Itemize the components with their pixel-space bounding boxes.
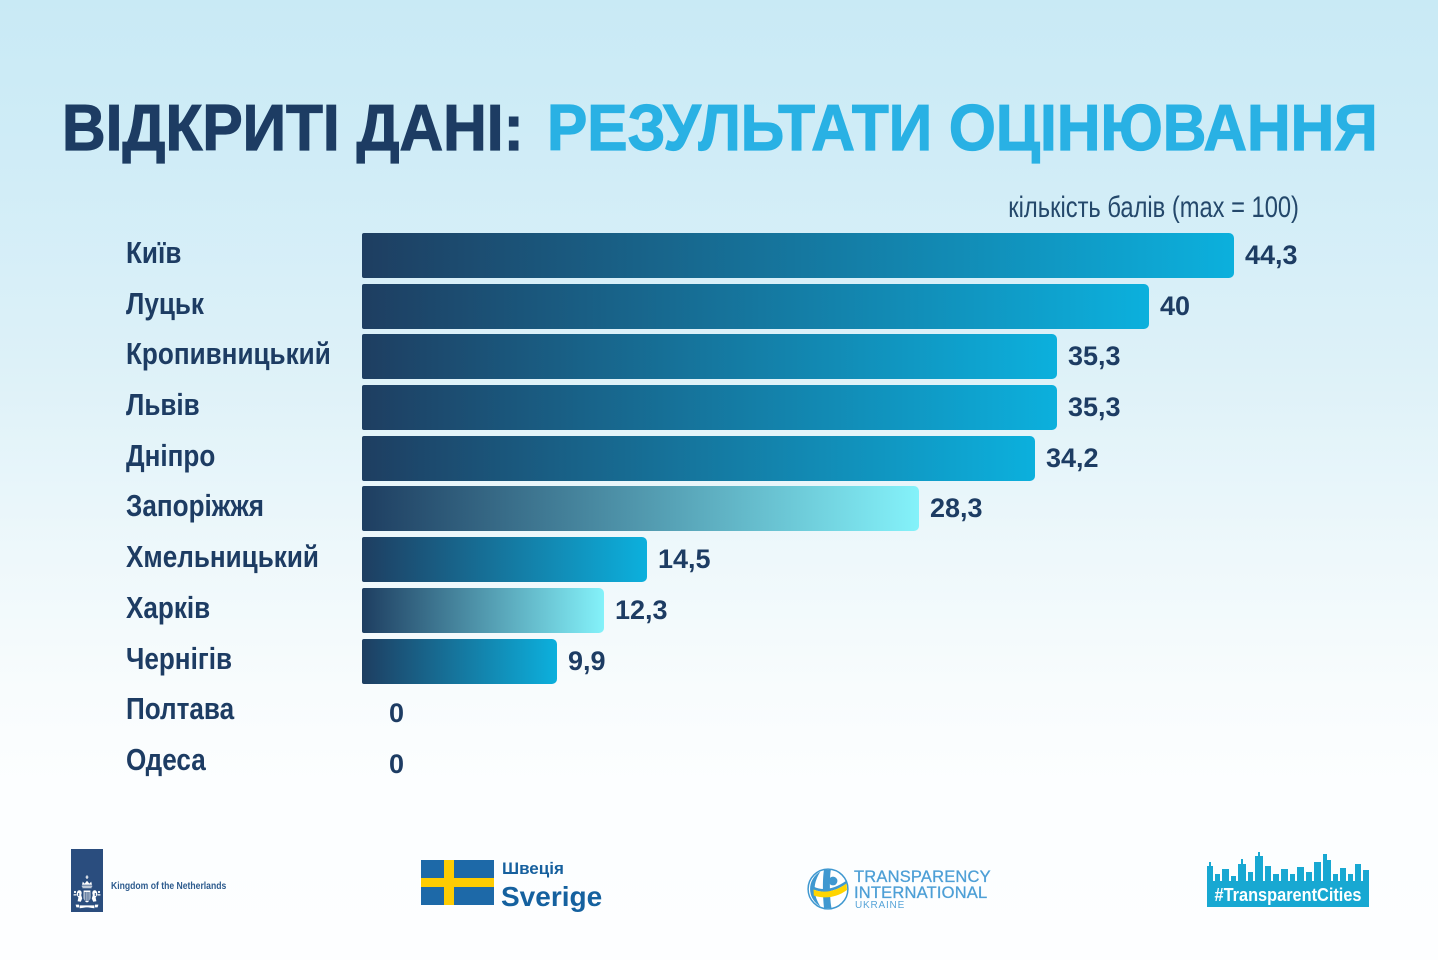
svg-text:#TransparentCities: #TransparentCities [1215,884,1362,905]
